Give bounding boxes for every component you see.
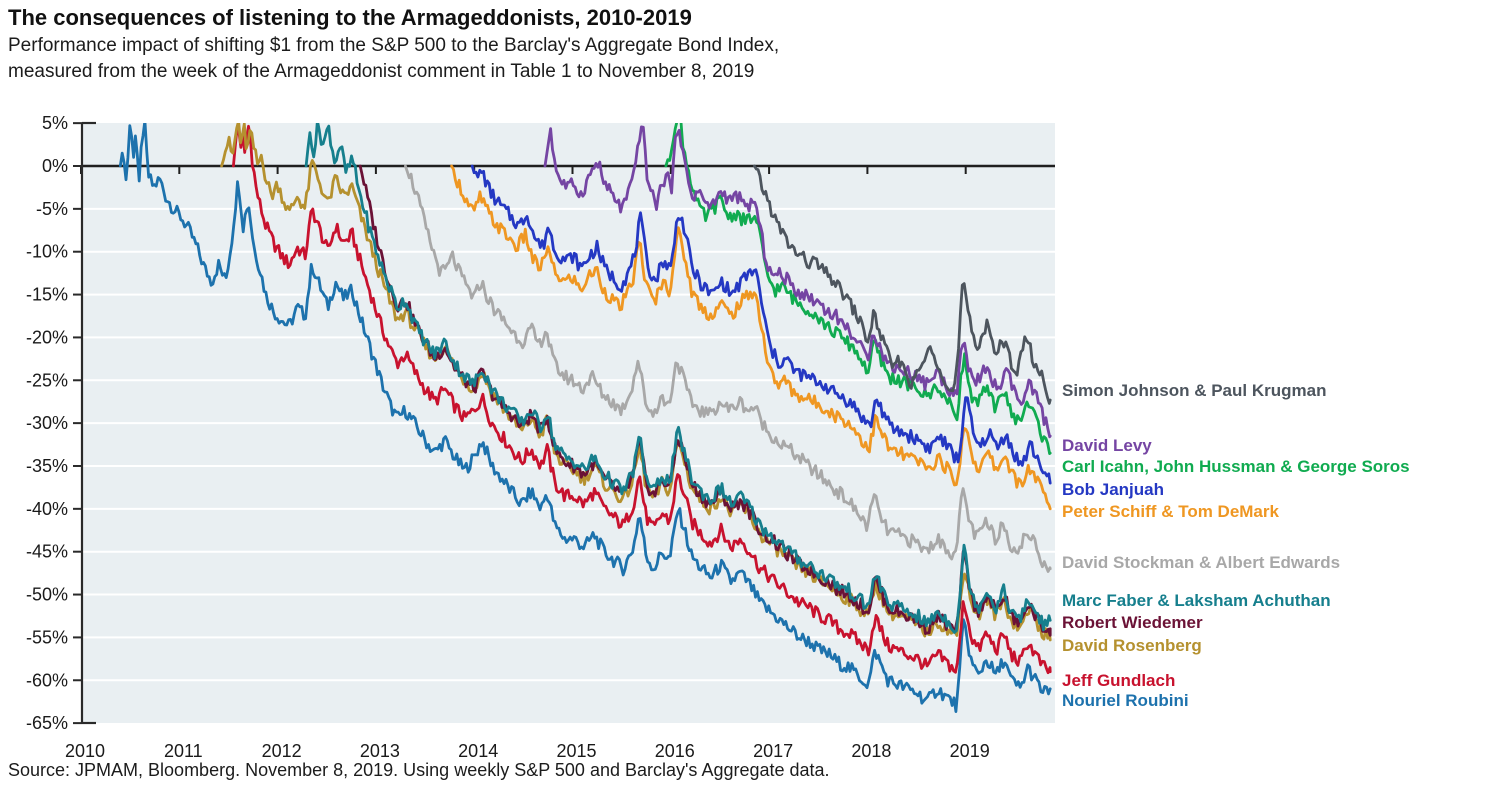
legend-label-stockman: David Stockman & Albert Edwards: [1062, 553, 1341, 572]
legend-label-johnson: Simon Johnson & Paul Krugman: [1062, 381, 1327, 400]
legend-label-levy: David Levy: [1062, 436, 1152, 455]
y-axis-label: -40%: [26, 499, 68, 519]
subtitle-line-2: measured from the week of the Armageddon…: [8, 61, 755, 82]
y-axis-label: -45%: [26, 542, 68, 562]
y-axis-label: -5%: [36, 199, 68, 219]
legend-label-wiedemer: Robert Wiedemer: [1062, 613, 1203, 632]
chart-subtitle: Performance impact of shifting $1 from t…: [8, 33, 779, 85]
y-axis-label: -10%: [26, 242, 68, 262]
y-axis-label: -65%: [26, 713, 68, 733]
legend-label-schiff: Peter Schiff & Tom DeMark: [1062, 502, 1279, 521]
series-line-johnson: [753, 164, 1052, 405]
y-axis-label: -20%: [26, 327, 68, 347]
y-axis-label: -25%: [26, 370, 68, 390]
y-axis-label: -55%: [26, 627, 68, 647]
x-axis-label: 2017: [753, 741, 793, 761]
series-line-schiff: [450, 164, 1052, 511]
series-line-stockman: [403, 164, 1052, 573]
series-line-janjuah: [470, 164, 1052, 485]
series-line-wiedemer: [358, 164, 1052, 637]
y-axis-label: -35%: [26, 456, 68, 476]
series-line-faber: [304, 123, 1052, 634]
x-axis-label: 2016: [655, 741, 695, 761]
y-axis-label: 0%: [42, 156, 68, 176]
subtitle-line-1: Performance impact of shifting $1 from t…: [8, 35, 780, 56]
legend-label-faber: Marc Faber & Laksham Achuthan: [1062, 591, 1331, 610]
x-axis-label: 2014: [458, 741, 498, 761]
source-note: Source: JPMAM, Bloomberg. November 8, 20…: [8, 760, 830, 780]
y-axis-label: -50%: [26, 585, 68, 605]
legend-label-gundlach: Jeff Gundlach: [1062, 671, 1176, 690]
legend-label-rosenberg: David Rosenberg: [1062, 636, 1202, 655]
x-axis-label: 2012: [262, 741, 302, 761]
y-axis-label: 5%: [42, 113, 68, 133]
series-line-gundlach: [231, 124, 1052, 675]
x-axis-label: 2011: [164, 741, 203, 761]
legend-label-janjuah: Bob Janjuah: [1062, 480, 1165, 499]
x-axis-label: 2019: [950, 741, 990, 761]
y-axis-label: -60%: [26, 670, 68, 690]
x-axis-label: 2010: [65, 741, 105, 761]
series-line-levy: [543, 125, 1052, 439]
series-group: [118, 123, 1052, 713]
page-title: The consequences of listening to the Arm…: [8, 5, 692, 30]
legend-label-roubini: Nouriel Roubini: [1062, 691, 1189, 710]
legend-label-icahn: Carl Icahn, John Hussman & George Soros: [1062, 457, 1410, 476]
y-axis-label: -15%: [26, 285, 68, 305]
x-axis-label: 2015: [556, 741, 596, 761]
y-axis-label: -30%: [26, 413, 68, 433]
x-axis-label: 2018: [851, 741, 891, 761]
series-line-roubini: [118, 123, 1052, 713]
x-axis-label: 2013: [360, 741, 400, 761]
series-line-icahn: [664, 123, 1052, 456]
